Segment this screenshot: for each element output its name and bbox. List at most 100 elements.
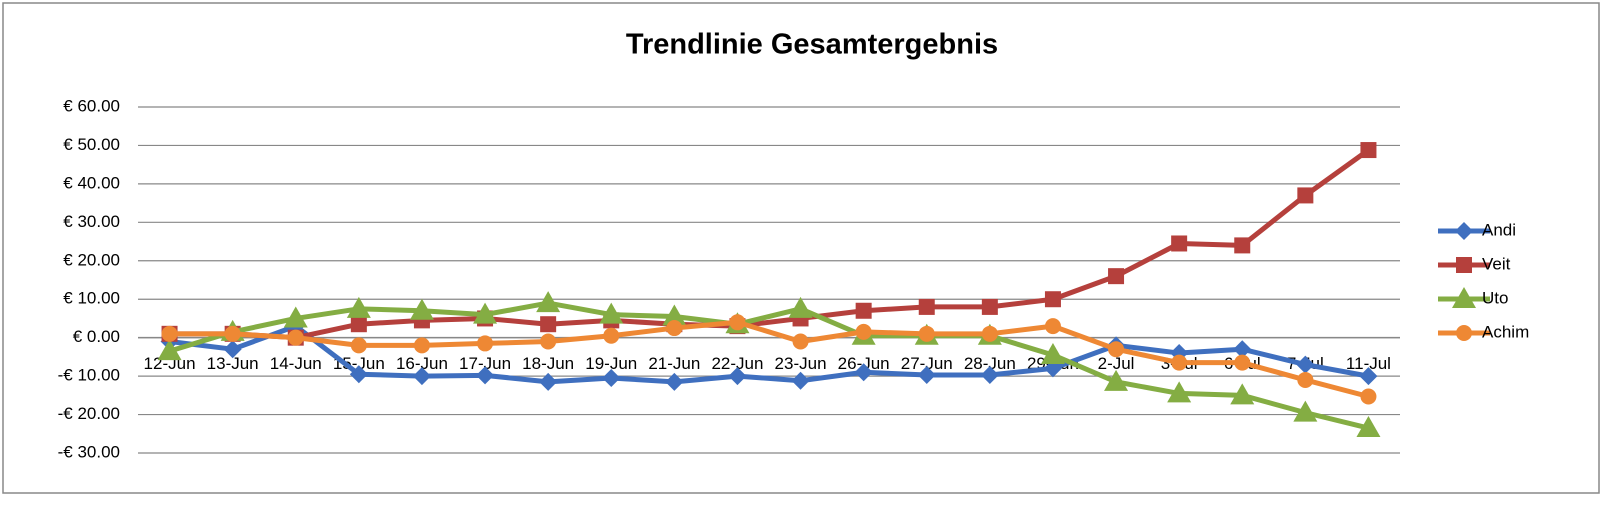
series-line (168, 300, 1370, 431)
x-tick-label: 23-Jun (775, 354, 827, 373)
data-point (1108, 268, 1125, 285)
data-point (791, 371, 810, 390)
x-tick-label: 14-Jun (270, 354, 322, 373)
x-tick-label: 2-Jul (1098, 354, 1135, 373)
x-tick-label: 11-Jul (1346, 354, 1391, 373)
series-line (169, 319, 1370, 399)
data-point (728, 367, 747, 386)
data-point (981, 298, 998, 315)
legend-label: Achim (1482, 322, 1529, 341)
y-tick-label: -€ 30.00 (58, 442, 120, 461)
y-tick-label: € 30.00 (63, 212, 120, 231)
data-point (1171, 354, 1188, 371)
data-point (792, 333, 809, 350)
data-point (1233, 340, 1252, 359)
data-point (223, 340, 242, 359)
data-point (855, 323, 872, 340)
data-point (1360, 388, 1377, 405)
data-point (1167, 381, 1192, 403)
x-tick-label: 21-Jun (648, 354, 700, 373)
data-point (287, 329, 304, 346)
legend-marker (1452, 287, 1476, 308)
data-point (473, 302, 498, 324)
series-line (169, 323, 1369, 385)
data-point (1296, 355, 1315, 374)
y-tick-label: € 50.00 (63, 135, 120, 154)
legend-marker (1456, 325, 1472, 341)
y-tick-label: -€ 20.00 (58, 404, 120, 423)
legend-marker (1455, 222, 1473, 240)
data-point (980, 365, 999, 384)
data-point (540, 333, 557, 350)
y-tick-label: € 60.00 (63, 96, 120, 115)
data-point (1356, 416, 1381, 438)
data-point (224, 325, 241, 342)
y-tick-label: € 20.00 (63, 250, 120, 269)
data-point (412, 367, 431, 386)
data-point (1297, 187, 1314, 204)
data-point (729, 314, 746, 331)
data-point (855, 302, 872, 319)
data-point (1171, 235, 1188, 252)
chart-frame (2, 2, 1600, 494)
data-point (1359, 367, 1378, 386)
data-point (1360, 142, 1377, 159)
data-point (918, 325, 935, 342)
x-tick-label: 22-Jun (711, 354, 763, 373)
data-point (602, 369, 621, 388)
data-point (1234, 237, 1251, 254)
x-tick-label: 27-Jun (901, 354, 953, 373)
x-tick-label: 16-Jun (396, 354, 448, 373)
data-point (1234, 354, 1251, 371)
data-point (283, 306, 308, 328)
data-point (539, 372, 558, 391)
legend-label: Andi (1482, 220, 1516, 239)
y-tick-label: -€ 10.00 (58, 366, 120, 385)
data-point (346, 296, 371, 318)
data-point (666, 320, 683, 337)
data-point (349, 365, 368, 384)
data-point (665, 372, 684, 391)
data-point (540, 316, 557, 333)
data-point (1230, 383, 1255, 405)
data-point (599, 302, 624, 324)
data-point (1293, 400, 1318, 422)
legend-label: Uto (1482, 288, 1508, 307)
data-point (409, 298, 434, 320)
chart-title: Trendlinie Gesamtergebnis (626, 29, 998, 61)
data-point (662, 304, 687, 326)
data-point (1044, 318, 1061, 335)
y-tick-label: € 40.00 (63, 173, 120, 192)
x-tick-label: 17-Jun (459, 354, 511, 373)
legend-marker (1456, 257, 1472, 273)
data-point (603, 327, 620, 344)
x-tick-label: 12-Jun (144, 354, 196, 373)
data-point (918, 298, 935, 315)
data-point (917, 365, 936, 384)
data-point (854, 363, 873, 382)
data-point (477, 335, 494, 352)
x-tick-label: 18-Jun (522, 354, 574, 373)
data-point (1108, 341, 1125, 358)
y-tick-label: € 10.00 (63, 289, 120, 308)
x-tick-label: 13-Jun (207, 354, 259, 373)
data-point (350, 337, 367, 354)
series-line (169, 148, 1370, 341)
data-point (788, 296, 813, 318)
data-point (1104, 369, 1129, 391)
data-point (536, 291, 561, 313)
data-point (476, 366, 495, 385)
data-point (1040, 342, 1065, 364)
data-point (350, 316, 367, 333)
data-point (157, 339, 182, 361)
data-point (981, 325, 998, 342)
data-point (1297, 371, 1314, 388)
legend-label: Veit (1482, 254, 1511, 273)
y-tick-label: € 0.00 (73, 327, 120, 346)
data-point (161, 325, 178, 342)
x-tick-label: 15-Jun (333, 354, 385, 373)
data-point (1044, 291, 1061, 308)
data-point (413, 337, 430, 354)
x-tick-label: 28-Jun (964, 354, 1016, 373)
